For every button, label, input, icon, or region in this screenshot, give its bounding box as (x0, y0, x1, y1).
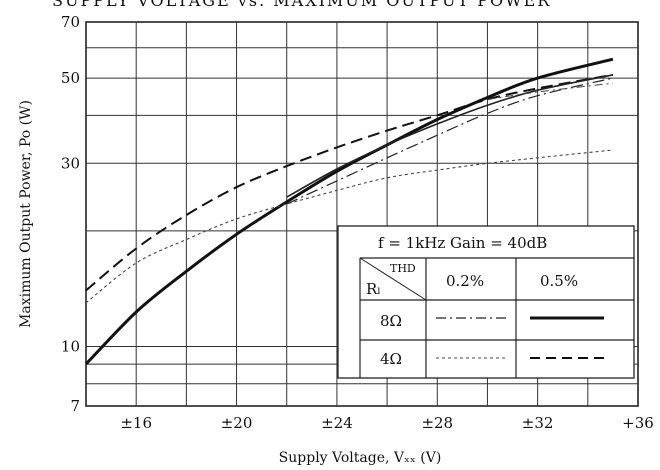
x-tick-label: ±28 (421, 414, 453, 432)
legend-box (337, 225, 635, 379)
series-line-2 (85, 73, 614, 292)
legend: f = 1kHz Gain = 40dB THD Rₗ 0.2% 0.5% 8Ω… (337, 225, 635, 379)
y-axis-ticks: 7 10 30 50 70 (61, 13, 80, 415)
y-tick-label: 10 (61, 338, 80, 356)
legend-col-header-1: 0.2% (446, 272, 484, 290)
series-line-5 (487, 82, 613, 100)
x-tick-label: +36 (622, 414, 654, 432)
legend-col-header-2: 0.5% (540, 272, 578, 290)
series-line-4 (286, 74, 614, 198)
y-tick-label: 7 (70, 397, 80, 415)
series-line-1 (286, 77, 614, 205)
x-axis-ticks: ±16 ±20 ±24 ±28 ±32 +36 (120, 414, 653, 432)
series-group (84, 57, 614, 366)
x-axis-label: Supply Voltage, Vₓₓ (V) (279, 450, 442, 466)
legend-row-label-1: 8Ω (380, 312, 402, 330)
legend-corner-thd: THD (390, 262, 416, 275)
y-tick-label: 70 (61, 13, 80, 31)
y-tick-label: 30 (61, 154, 80, 172)
series-line-0 (84, 57, 614, 366)
x-tick-label: ±32 (522, 414, 554, 432)
series-line-3 (85, 149, 613, 304)
legend-condition: f = 1kHz Gain = 40dB (378, 234, 547, 252)
legend-corner-diagonal (359, 257, 427, 301)
chart-title: SUPPLY VOLTAGE vs. MAXIMUM OUTPUT POWER (52, 0, 551, 10)
y-tick-label: 50 (61, 69, 80, 87)
y-axis-label: Maximum Output Power, Po (W) (18, 100, 34, 328)
legend-corner-rl: Rₗ (366, 280, 381, 298)
x-tick-label: ±24 (321, 414, 353, 432)
x-tick-label: ±20 (221, 414, 253, 432)
x-tick-label: ±16 (120, 414, 152, 432)
legend-row-label-2: 4Ω (380, 350, 402, 368)
plot-frame (85, 21, 639, 407)
